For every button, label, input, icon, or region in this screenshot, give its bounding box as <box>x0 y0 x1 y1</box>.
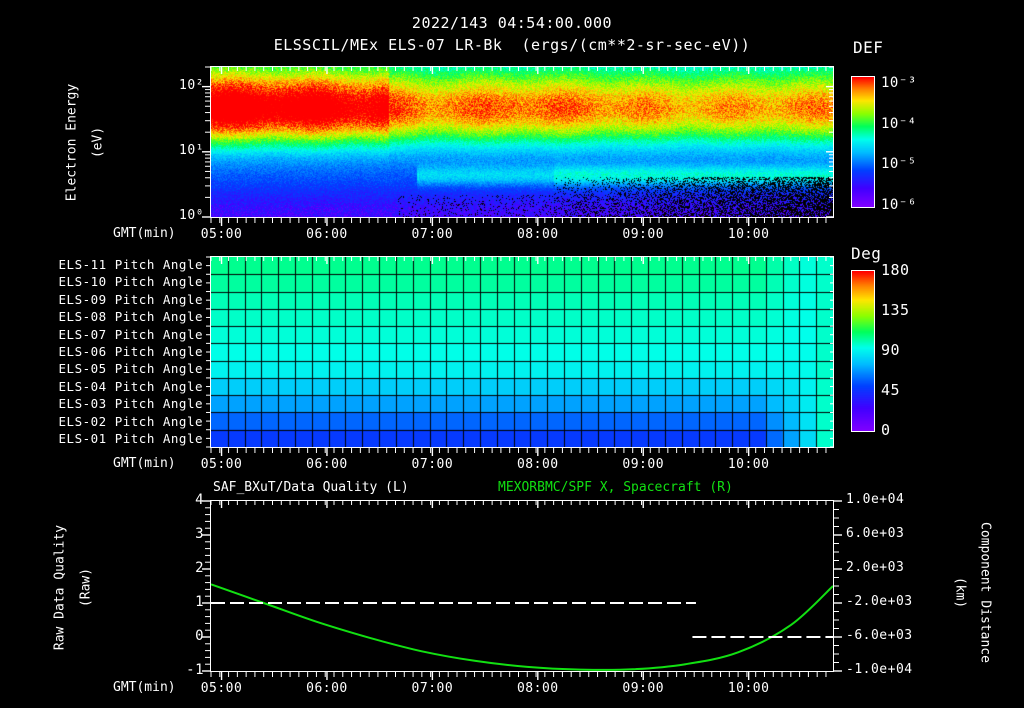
bottom-ytick-left: 4 <box>195 492 204 508</box>
top-xtick-label: 09:00 <box>622 227 665 242</box>
bottom-xtick-label: 06:00 <box>306 681 348 696</box>
bottom-ytick-left: -1 <box>186 662 204 678</box>
def-colorbar-tick: 10⁻⁶ <box>881 197 917 213</box>
bottom-xtick-label: 07:00 <box>411 681 454 696</box>
mid-xtick-label: 05:00 <box>200 457 243 472</box>
deg-colorbar-tick: 0 <box>881 421 891 439</box>
top-xtick-label: 08:00 <box>516 227 559 242</box>
deg-colorbar-tick: 45 <box>881 381 901 399</box>
def-colorbar[interactable] <box>851 76 875 208</box>
pitch-angle-row-label: ELS-02 Pitch Angle <box>58 413 203 429</box>
top-xtick-label: 06:00 <box>306 227 348 242</box>
top-xtick-label: 10:00 <box>727 227 770 242</box>
def-colorbar-tick: 10⁻⁴ <box>881 115 917 132</box>
spectrogram-image <box>211 67 833 217</box>
deg-colorbar-tick: 90 <box>881 341 901 359</box>
bottom-title-right: MEXORBMC/SPF X, Spacecraft (R) <box>498 480 733 495</box>
page-title-datetime: 2022/143 04:54:00.000 <box>411 14 613 32</box>
pitch-angle-row-label: ELS-07 Pitch Angle <box>58 326 203 342</box>
deg-colorbar[interactable] <box>851 270 875 432</box>
bottom-title-left: SAF_BXuT/Data Quality (L) <box>213 480 409 495</box>
bottom-ylabel-left-line1: Raw Data Quality <box>52 524 68 651</box>
page-subtitle: ELSSCIL/MEx ELS-07 LR-Bk (ergs/(cm**2-sr… <box>273 36 751 54</box>
mid-xlabel: GMT(min) <box>113 456 176 471</box>
top-ylabel-line2: (eV) <box>90 126 106 159</box>
bottom-ytick-right: -2.0e+03 <box>846 594 913 609</box>
pitch-angle-row-label: ELS-11 Pitch Angle <box>58 256 203 272</box>
mid-xtick-label: 07:00 <box>411 457 454 472</box>
def-colorbar-tick: 10⁻⁵ <box>881 156 917 173</box>
bottom-xtick-label: 05:00 <box>200 681 243 696</box>
pitch-angle-row-label: ELS-01 Pitch Angle <box>58 431 203 447</box>
deg-colorbar-tick: 135 <box>881 301 910 319</box>
bottom-ytick-right: -6.0e+03 <box>846 628 913 643</box>
pitch-angle-row-label: ELS-04 Pitch Angle <box>58 378 203 394</box>
mid-xtick-label: 10:00 <box>727 457 770 472</box>
spacecraft-distance-curve <box>211 583 833 671</box>
bottom-ylabel-right-line2: (km) <box>952 576 968 609</box>
bottom-ytick-right: 1.0e+04 <box>846 492 905 507</box>
bottom-xlabel: GMT(min) <box>113 680 176 695</box>
spacecraft-x-distance-line <box>211 583 833 671</box>
top-ylabel-line1: Electron Energy <box>64 83 80 202</box>
bottom-ytick-right: 6.0e+03 <box>846 526 905 541</box>
top-ytick-label: 10² <box>179 77 204 93</box>
bottom-xtick-label: 10:00 <box>727 681 770 696</box>
top-xlabel: GMT(min) <box>113 226 176 241</box>
bottom-ytick-right: 2.0e+03 <box>846 560 905 575</box>
pitch-angle-row-label: ELS-10 Pitch Angle <box>58 274 203 290</box>
pitch-angle-row-label: ELS-08 Pitch Angle <box>58 309 203 325</box>
pitch-angle-row-label: ELS-05 Pitch Angle <box>58 361 203 377</box>
bottom-ytick-left: 2 <box>195 560 204 576</box>
bottom-xtick-label: 08:00 <box>516 681 559 696</box>
bottom-ytick-left: 0 <box>195 628 204 644</box>
pitch-angle-row-label: ELS-09 Pitch Angle <box>58 291 203 307</box>
pitch-angle-image <box>211 257 833 447</box>
deg-colorbar-title: Deg <box>851 244 882 263</box>
mid-xtick-label: 08:00 <box>516 457 559 472</box>
bottom-xtick-label: 09:00 <box>622 681 665 696</box>
top-xtick-label: 07:00 <box>411 227 454 242</box>
bottom-ylabel-left-line2: (Raw) <box>78 567 94 608</box>
top-ytick-label: 10¹ <box>179 142 204 158</box>
top-xtick-label: 05:00 <box>200 227 243 242</box>
top-ytick-label: 10⁰ <box>179 208 204 223</box>
def-colorbar-tick: 10⁻³ <box>881 75 917 92</box>
pitch-angle-row-label: ELS-06 Pitch Angle <box>58 344 203 359</box>
pitch-angle-panel[interactable] <box>210 256 834 448</box>
bottom-ytick-left: 3 <box>195 526 204 542</box>
bottom-ytick-right: -1.0e+04 <box>846 662 913 677</box>
electron-energy-spectrogram-panel[interactable] <box>210 66 834 218</box>
mid-xtick-label: 06:00 <box>306 457 348 472</box>
mid-xtick-label: 09:00 <box>622 457 665 472</box>
bottom-ytick-left: 1 <box>195 594 204 610</box>
deg-colorbar-gradient <box>852 271 874 431</box>
pitch-angle-row-label: ELS-03 Pitch Angle <box>58 396 203 412</box>
bottom-ylabel-right-line1: Component Distance <box>977 522 993 663</box>
data-quality-distance-panel[interactable] <box>210 500 834 672</box>
def-colorbar-gradient <box>852 77 874 207</box>
def-colorbar-title: DEF <box>853 38 884 57</box>
deg-colorbar-tick: 180 <box>881 261 910 279</box>
